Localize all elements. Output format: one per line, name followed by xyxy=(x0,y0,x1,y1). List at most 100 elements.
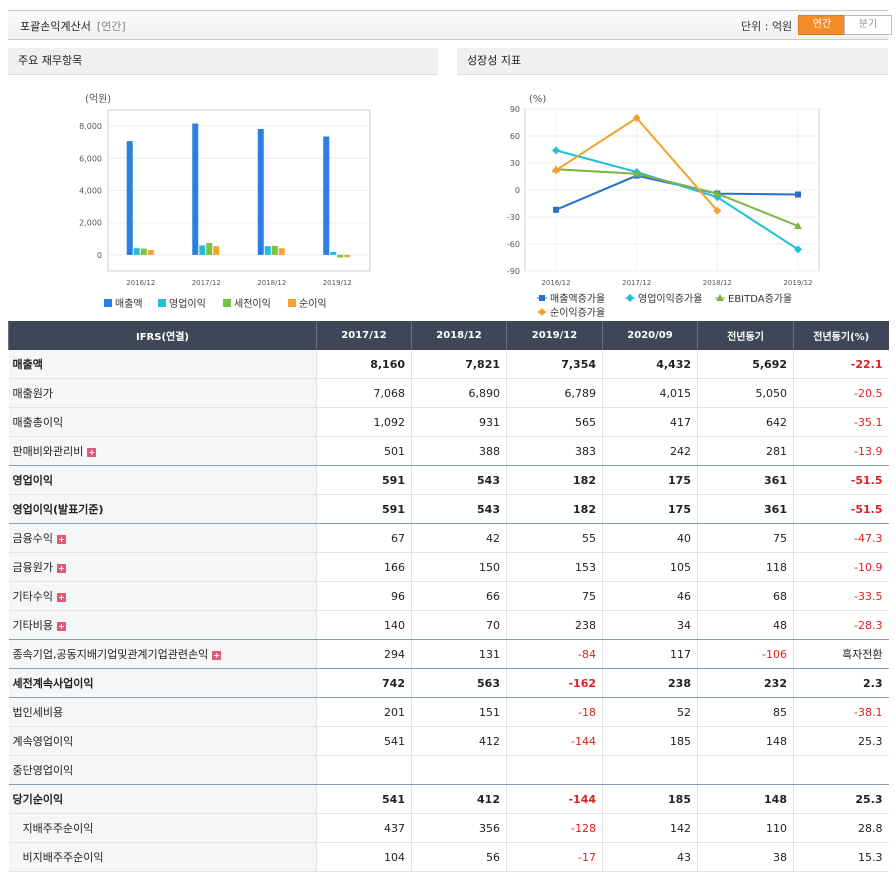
table-cell: -28.3 xyxy=(793,610,889,640)
row-label[interactable]: 기타수익 + xyxy=(8,581,317,611)
legend-label: 매출액증가율 xyxy=(550,293,605,305)
row-label[interactable]: 금융수익 + xyxy=(8,523,317,553)
expand-plus-icon[interactable]: + xyxy=(56,621,66,631)
table-cell: 43 xyxy=(602,842,698,872)
x-tick-label: 2017/12 xyxy=(192,279,221,287)
table-cell: 7,821 xyxy=(411,350,507,379)
y-tick-label: 4,000 xyxy=(79,187,102,196)
bar-1 xyxy=(126,141,133,255)
table-row: 법인세비용 201 151 -18 52 85 -38.1 xyxy=(8,697,889,727)
expand-plus-icon[interactable]: + xyxy=(87,447,97,457)
table-cell: -144 xyxy=(506,726,603,756)
table-cell: 356 xyxy=(411,813,507,843)
table-cell: 591 xyxy=(316,465,412,495)
table-cell: 38 xyxy=(697,842,794,872)
table-cell: 232 xyxy=(697,668,794,698)
table-cell: 42 xyxy=(411,523,507,553)
y-tick-label: -90 xyxy=(507,267,520,276)
row-label-text: 판매비와관리비 xyxy=(12,445,84,458)
legend-label: 영업이익증가율 xyxy=(638,292,702,305)
table-cell xyxy=(506,755,603,785)
table-cell: 15.3 xyxy=(793,842,889,872)
table-cell: 8,160 xyxy=(316,350,412,379)
table-cell: 238 xyxy=(602,668,698,698)
table-cell: 150 xyxy=(411,552,507,582)
table-cell: 185 xyxy=(602,726,698,756)
row-label-text: 중단영업이익 xyxy=(12,764,74,777)
row-label[interactable]: 판매비와관리비 + xyxy=(8,436,317,466)
row-label[interactable]: 금융원가 + xyxy=(8,552,317,582)
table-cell: -17 xyxy=(506,842,603,872)
table-cell: 543 xyxy=(411,494,507,524)
row-label[interactable]: 기타비용 + xyxy=(8,610,317,640)
table-cell: 242 xyxy=(602,436,698,466)
table-cell: -51.5 xyxy=(793,465,889,495)
table-cell: 52 xyxy=(602,697,698,727)
row-label-text: 금융수익 xyxy=(12,532,53,545)
table-cell: -162 xyxy=(506,668,603,698)
table-row: 매출원가 7,068 6,890 6,789 4,015 5,050 -20.5 xyxy=(8,378,889,408)
bar-3 xyxy=(206,242,213,255)
table-row: 영업이익(발표기준) 591 543 182 175 361 -51.5 xyxy=(8,494,889,524)
expand-plus-icon[interactable]: + xyxy=(212,650,222,660)
table-cell: 4,432 xyxy=(602,350,698,379)
series-point xyxy=(552,146,560,155)
series-point xyxy=(794,222,802,229)
table-row: 매출액 8,160 7,821 7,354 4,432 5,692 -22.1 xyxy=(8,350,889,379)
table-cell: -35.1 xyxy=(793,407,889,437)
x-tick-label: 2018/12 xyxy=(257,279,286,287)
row-label[interactable]: 종속기업,공동지배기업및관계기업관련손익 + xyxy=(8,639,317,669)
tab-quarter[interactable]: 분기 xyxy=(844,15,892,35)
table-row: 계속영업이익 541 412 -144 185 148 25.3 xyxy=(8,726,889,756)
table-cell xyxy=(411,755,507,785)
y-tick-label: 60 xyxy=(510,132,520,141)
table-cell: 7,068 xyxy=(316,378,412,408)
table-cell: -10.9 xyxy=(793,552,889,582)
bar-2 xyxy=(330,251,337,255)
table-cell: -51.5 xyxy=(793,494,889,524)
row-label-text: 매출원가 xyxy=(12,387,53,400)
table-cell: 66 xyxy=(411,581,507,611)
expand-plus-icon[interactable]: + xyxy=(56,592,66,602)
row-label: 세전계속사업이익 xyxy=(8,668,317,698)
table-cell: 118 xyxy=(697,552,794,582)
table-cell: 175 xyxy=(602,465,698,495)
row-label: 지배주주순이익 xyxy=(8,813,317,843)
table-cell: 55 xyxy=(506,523,603,553)
legend-swatch xyxy=(158,299,166,307)
growth-panel: 성장성 지표 (%) 90 60 30 0 -30 -60 -90 2016/12 2017/12… xyxy=(457,48,888,319)
bar-1 xyxy=(192,123,199,255)
table-cell: 흑자전환 xyxy=(793,639,889,669)
x-tick-label: 2019/12 xyxy=(323,279,352,287)
row-label: 중단영업이익 xyxy=(8,755,317,785)
y-tick-label: 6,000 xyxy=(79,154,102,163)
table-cell: 541 xyxy=(316,726,412,756)
row-label: 매출액 xyxy=(8,350,317,379)
column-header: 전년동기 xyxy=(697,321,794,350)
table-cell: 2.3 xyxy=(793,668,889,698)
expand-plus-icon[interactable]: + xyxy=(56,534,66,544)
expand-plus-icon[interactable]: + xyxy=(56,563,66,573)
table-cell: 182 xyxy=(506,465,603,495)
table-cell: 75 xyxy=(697,523,794,553)
table-cell: 563 xyxy=(411,668,507,698)
bar-1 xyxy=(323,136,330,255)
row-label: 매출원가 xyxy=(8,378,317,408)
row-label: 법인세비용 xyxy=(8,697,317,727)
table-cell: 117 xyxy=(602,639,698,669)
tab-annual[interactable]: 연간 xyxy=(798,15,846,35)
table-cell: 281 xyxy=(697,436,794,466)
table-cell: 110 xyxy=(697,813,794,843)
column-header-label: IFRS(연결) xyxy=(8,321,317,350)
column-header: 2020/09 xyxy=(602,321,698,350)
table-cell: 75 xyxy=(506,581,603,611)
row-label-text: 법인세비용 xyxy=(12,706,64,719)
table-cell: 25.3 xyxy=(793,726,889,756)
row-label-text: 세전계속사업이익 xyxy=(12,677,94,690)
table-cell: 4,015 xyxy=(602,378,698,408)
table-row: 비지배주주순이익 104 56 -17 43 38 15.3 xyxy=(8,842,889,872)
y-axis-label: (%) xyxy=(529,94,546,105)
row-label: 당기순이익 xyxy=(8,784,317,814)
row-label-text: 지배주주순이익 xyxy=(22,822,94,835)
row-label-text: 기타수익 xyxy=(12,590,53,603)
